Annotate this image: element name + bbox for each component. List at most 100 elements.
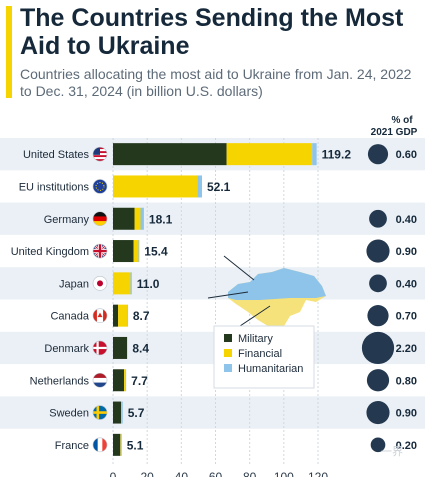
total-value-label: 7.7 <box>131 374 148 388</box>
bar-financial <box>124 369 126 392</box>
category-label: United States <box>23 149 90 161</box>
x-tick-label: 40 <box>175 470 189 477</box>
bar-humanitarian <box>197 175 203 198</box>
flag-stripe <box>93 437 99 452</box>
flag-outline <box>92 437 108 453</box>
gdp-bubble <box>366 400 390 425</box>
total-value-label: 52.1 <box>207 180 231 194</box>
gdp-value-label: 0.20 <box>396 440 417 452</box>
legend-swatch <box>224 349 232 357</box>
flag-field <box>93 179 107 194</box>
x-tick-label: 80 <box>243 470 257 477</box>
bar-financial <box>121 401 122 424</box>
gdp-value-label: 0.70 <box>396 311 417 323</box>
category-label: EU institutions <box>19 181 90 193</box>
legend: Military Financial Humanitarian <box>213 325 315 389</box>
row-band <box>0 331 425 365</box>
france-flag-icon <box>93 437 107 452</box>
gdp-bubble <box>361 331 395 365</box>
gdp-header-line: 2021 GDP <box>371 127 418 138</box>
gdp-bubble <box>370 437 386 453</box>
bar-humanitarian <box>312 143 317 166</box>
netherlands-flag-icon <box>93 373 107 388</box>
total-value-label: 11.0 <box>137 277 160 291</box>
flag-cross <box>93 249 107 253</box>
category-label: Denmark <box>44 343 89 355</box>
flag-stripe <box>93 211 107 217</box>
bar-humanitarian <box>120 433 122 456</box>
flag-cross <box>93 411 107 414</box>
flag-stripe <box>102 437 107 452</box>
total-value-label: 5.7 <box>128 406 145 420</box>
gdp-bubble <box>366 239 390 263</box>
flag-disc <box>97 280 103 287</box>
x-tick-label: 120 <box>308 470 328 477</box>
x-tick-label: 0 <box>110 470 117 477</box>
gdp-bubble <box>366 369 390 392</box>
watermark-text: 一界 <box>381 446 403 458</box>
x-tick-label: 100 <box>274 470 294 477</box>
gdp-value-label: 0.60 <box>396 149 417 161</box>
category-label: Germany <box>44 214 90 226</box>
flag-stripe <box>93 221 107 226</box>
gdp-bubble <box>367 305 389 327</box>
bar-financial <box>113 175 198 198</box>
total-value-label: 8.7 <box>133 309 150 323</box>
bar-military <box>113 401 122 424</box>
flag-stripe <box>93 373 107 379</box>
bar-financial <box>120 433 121 456</box>
flag-outline <box>92 179 108 194</box>
bar-financial <box>118 304 128 327</box>
bar-humanitarian <box>138 240 140 263</box>
total-value-label: 18.1 <box>149 212 173 226</box>
flag-outline <box>92 211 108 227</box>
flag-band <box>93 308 97 323</box>
canada-flag-icon <box>93 308 107 323</box>
gdp-value-label: 0.40 <box>396 214 417 226</box>
title-accent-bar <box>6 6 12 98</box>
bar-military <box>113 369 125 392</box>
bar-humanitarian <box>125 369 127 392</box>
bar-humanitarian <box>127 304 128 327</box>
bar-financial <box>133 240 139 263</box>
ukraine-map-north-shape <box>228 268 326 300</box>
chart-subtitle: Countries allocating the most aid to Ukr… <box>20 66 412 99</box>
flag-stripe <box>93 216 107 222</box>
germany-flag-icon <box>93 211 107 226</box>
flag-canton <box>93 147 100 155</box>
gdp-value-label: 0.90 <box>396 408 417 420</box>
chart-title: The Countries Sending the Most Aid to Uk… <box>20 4 404 60</box>
flag-band <box>103 308 107 323</box>
gdp-value-label: 0.40 <box>396 278 417 290</box>
flag-stripe <box>93 159 107 162</box>
legend-swatch <box>224 334 232 342</box>
row-band <box>0 396 425 429</box>
legend-label: Military <box>238 333 273 345</box>
bar-military <box>113 336 128 359</box>
flag-outline <box>92 405 108 420</box>
legend-swatch <box>224 364 232 372</box>
flag-outline <box>92 146 108 162</box>
bar-financial <box>134 207 141 230</box>
x-tick-label: 20 <box>140 470 154 477</box>
flag-stripe <box>97 437 103 452</box>
gdp-bubble <box>369 274 387 293</box>
category-label: Sweden <box>49 408 89 420</box>
flag-stripe <box>93 157 107 160</box>
flag-outline <box>92 276 108 291</box>
labels: United States 119.2 EU institutions 52.1 Ger… <box>11 146 351 453</box>
map-pointer-line <box>239 305 271 327</box>
row-band <box>0 267 425 300</box>
gdp-header-line: % of <box>391 115 413 126</box>
row-band <box>0 202 425 235</box>
bar-humanitarian <box>140 207 144 230</box>
flag-outline <box>92 243 108 259</box>
category-label: Netherlands <box>30 375 90 387</box>
us-flag-icon <box>93 147 107 162</box>
gdp-bubbles: 0.60 0.40 0.90 0.40 0.70 2.20 0.80 0.90 0.20 % of… <box>361 115 418 453</box>
category-label: Japan <box>59 278 89 290</box>
ukraine-map-inset <box>207 255 326 332</box>
category-label: Canada <box>50 311 89 323</box>
category-label: France <box>55 440 89 452</box>
